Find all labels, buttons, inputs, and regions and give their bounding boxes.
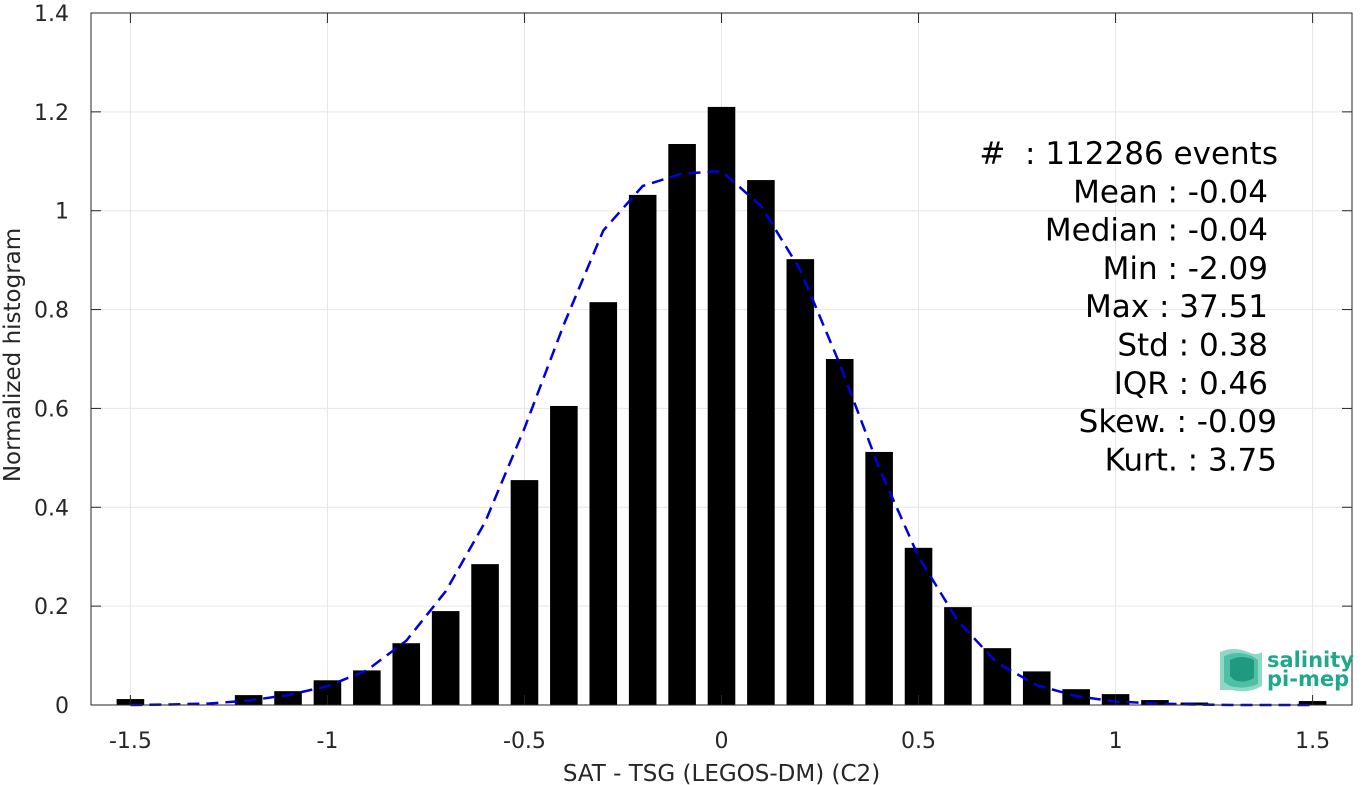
stat-line: Median : -0.04 <box>1045 213 1268 249</box>
x-tick-label: 0.5 <box>901 729 936 754</box>
histogram-bar <box>786 259 815 705</box>
logo-text-line1: salinity <box>1267 648 1354 672</box>
stat-line: IQR : 0.46 <box>1114 366 1268 402</box>
stat-line: Skew. : -0.09 <box>1079 404 1277 440</box>
x-tick-label: -0.5 <box>503 729 546 754</box>
y-tick-label: 0.2 <box>34 595 69 620</box>
y-tick-label: 1.4 <box>34 2 69 27</box>
y-tick-label: 0.6 <box>34 397 69 422</box>
histogram-bar <box>944 607 972 705</box>
histogram-bar <box>431 611 460 705</box>
x-tick-label: 1.5 <box>1295 729 1330 754</box>
histogram-bar <box>904 547 933 705</box>
stat-line: Kurt. : 3.75 <box>1105 442 1277 478</box>
y-tick-label: 0.4 <box>34 496 69 521</box>
histogram-bar <box>668 143 696 705</box>
histogram-bar <box>825 359 854 705</box>
histogram-bar <box>865 451 893 705</box>
histogram-bar <box>550 405 578 705</box>
y-tick-label: 1 <box>55 200 69 225</box>
stat-line: # : 112286 events <box>979 136 1278 172</box>
y-tick-label: 0.8 <box>34 299 69 324</box>
x-tick-label: -1.5 <box>109 729 152 754</box>
histogram-bar <box>353 670 381 705</box>
y-tick-label: 0 <box>55 694 69 719</box>
stat-line: Min : -2.09 <box>1103 251 1268 287</box>
histogram-bar <box>628 194 657 705</box>
x-tick-label: 1 <box>1109 729 1123 754</box>
x-axis-label: SAT - TSG (LEGOS-DM) (C2) <box>563 761 880 785</box>
stat-line: Mean : -0.04 <box>1073 174 1268 210</box>
x-tick-label: -1 <box>316 729 338 754</box>
histogram-bar <box>471 564 499 705</box>
logo-text-line2: pi-mep <box>1267 667 1349 691</box>
histogram-bar <box>274 691 302 705</box>
stat-line: Std : 0.38 <box>1117 328 1268 364</box>
y-tick-label: 1.2 <box>34 101 69 126</box>
salinity-pi-mep-logo: salinity pi-mep <box>1220 648 1354 692</box>
axis-ticks: -1.5 -1 -0.5 0 0.5 1 1.5 0 0.2 0.4 0.6 0.8 1 1.2 1.4 <box>34 2 1352 754</box>
histogram-bar <box>707 106 736 705</box>
x-tick-label: 0 <box>715 729 729 754</box>
y-axis-label: Normalized histogram <box>0 228 26 482</box>
logo-waves-icon <box>1220 649 1262 692</box>
histogram-bar <box>747 180 775 705</box>
histogram-bar <box>983 648 1012 705</box>
histogram-bar <box>510 480 539 705</box>
histogram-bar <box>1022 671 1051 705</box>
histogram-bar <box>392 643 421 705</box>
stat-line: Max : 37.51 <box>1085 289 1268 325</box>
histogram-bar <box>589 302 618 705</box>
